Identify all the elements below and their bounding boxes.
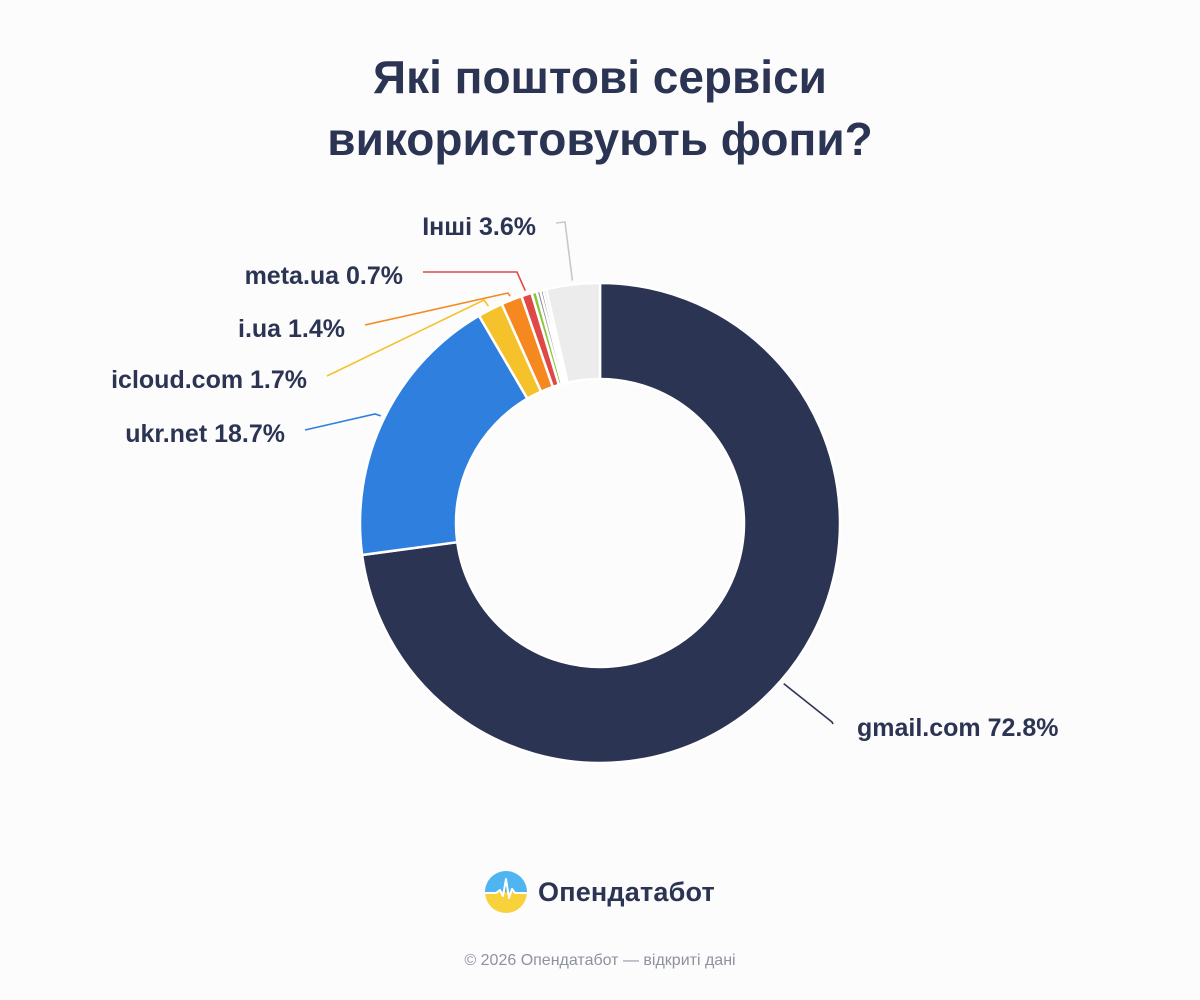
leader-line-ukr-net <box>304 413 382 431</box>
chart-title-line-2: використовують фопи? <box>327 113 873 165</box>
data-label-інші: Інші 3.6% <box>422 213 536 241</box>
donut-slice-інші <box>544 281 602 384</box>
leader-line-i-ua <box>364 292 511 326</box>
donut-slice-gmail-com <box>360 281 842 765</box>
leader-line-meta-ua <box>423 271 527 292</box>
leader-line-gmail-com <box>783 682 834 725</box>
opendatabot-logo-icon <box>485 871 527 913</box>
data-label-i-ua: i.ua 1.4% <box>238 315 345 343</box>
data-label-meta-ua: meta.ua 0.7% <box>245 262 403 290</box>
data-label-icloud-com: icloud.com 1.7% <box>111 366 307 394</box>
chart-title-line-1: Які поштові сервіси <box>373 51 827 103</box>
label-leaders <box>304 221 834 725</box>
leader-line-icloud-com <box>326 298 490 377</box>
data-label-gmail-com: gmail.com 72.8% <box>857 714 1058 742</box>
leader-line-інші <box>555 221 574 281</box>
donut-slice-ukr-net <box>358 314 529 557</box>
brand-name: Опендатабот <box>538 876 715 907</box>
brand: Опендатабот <box>484 869 715 915</box>
chart-title: Які поштові сервіси використовують фопи? <box>0 46 1200 170</box>
data-labels: gmail.com 72.8% ukr.net 18.7% icloud.com 1… <box>111 213 1058 742</box>
data-label-ukr-net: ukr.net 18.7% <box>125 420 285 448</box>
donut-slices <box>358 281 842 765</box>
footer-copyright: © 2026 Опендатабот — відкриті дані <box>464 952 736 969</box>
